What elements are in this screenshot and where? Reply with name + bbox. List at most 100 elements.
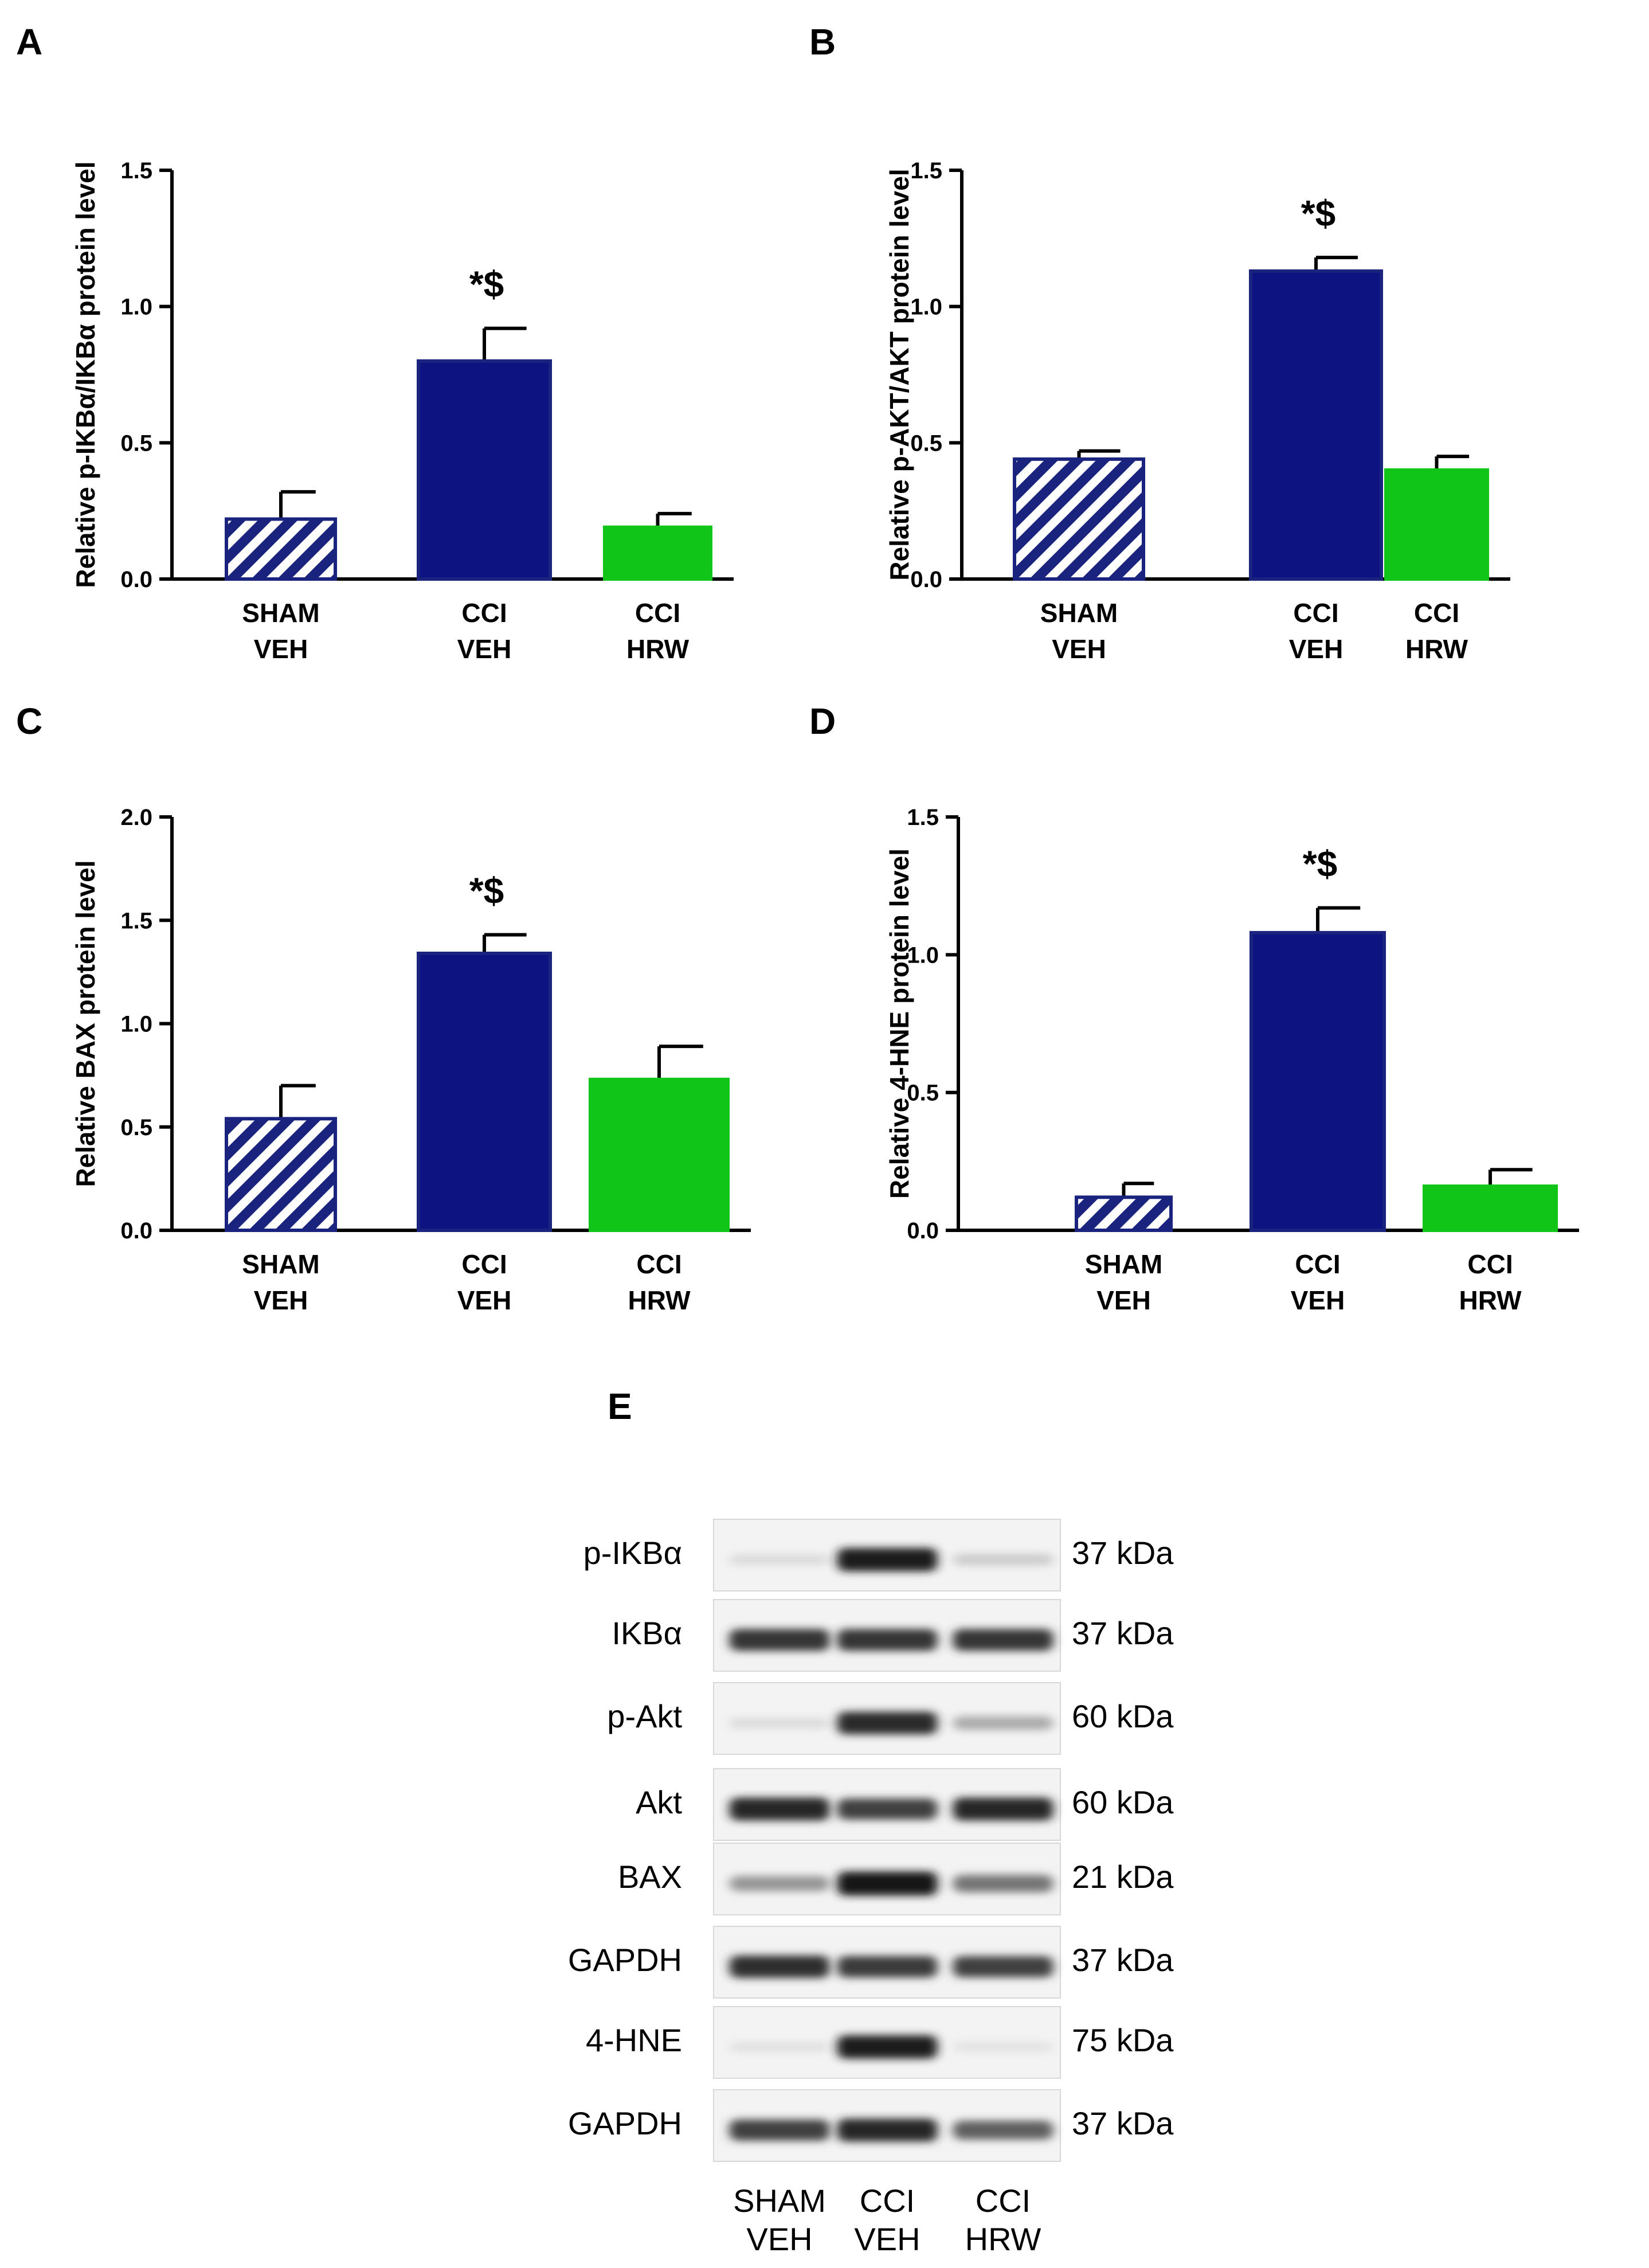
blot-band (837, 1871, 938, 1896)
y-tick-label: 0.0 (120, 1218, 152, 1244)
bar-sham-veh (1013, 457, 1145, 581)
blot-band (729, 2120, 830, 2141)
blot-band (953, 1875, 1053, 1892)
blot-band (837, 2035, 938, 2059)
blot-band (953, 1629, 1053, 1651)
y-tick-label: 0.0 (910, 567, 942, 592)
y-tick-label: 0.0 (120, 567, 152, 592)
bar-cci-hrw (603, 525, 712, 581)
y-tick-label: 0.5 (120, 431, 152, 456)
bar-sham-veh (1075, 1195, 1173, 1233)
y-axis-label: Relative 4-HNE protein level (884, 848, 914, 1199)
category-label: VEH (254, 634, 308, 664)
blot-row-gapdh: GAPDH 37 kDa (568, 1926, 1174, 1999)
y-axis-label: Relative p-IKBα/IKBα protein level (70, 161, 100, 588)
category-label: CCI (1295, 1249, 1340, 1279)
category-label: HRW (1459, 1285, 1522, 1315)
category-label: CCI (636, 1249, 681, 1279)
panel-letter: E (608, 1386, 632, 1427)
blot-band (729, 1554, 830, 1565)
blot-lane-label: VEH (854, 2221, 920, 2257)
blot-protein-label: IKBα (612, 1615, 682, 1651)
blot-band (837, 1711, 938, 1735)
blot-kda-label: 37 kDa (1072, 1615, 1174, 1651)
y-tick-label: 1.0 (120, 1012, 152, 1037)
blot-kda-label: 37 kDa (1072, 1942, 1174, 1978)
blot-protein-label: Akt (636, 1784, 682, 1820)
significance-marker: *$ (1301, 193, 1336, 234)
blot-protein-label: p-Akt (607, 1698, 682, 1734)
category-label: CCI (1414, 598, 1459, 628)
y-tick-label: 1.0 (910, 295, 942, 320)
category-label: HRW (628, 1285, 691, 1315)
category-label: VEH (254, 1285, 308, 1315)
panel-letter: D (809, 701, 836, 742)
blot-kda-label: 21 kDa (1072, 1859, 1174, 1895)
category-label: SHAM (242, 598, 319, 628)
blot-lane-label: SHAM (733, 2183, 826, 2219)
bar-cci-veh (1249, 269, 1383, 581)
category-label: SHAM (1085, 1249, 1162, 1279)
chart-panel-d: D 0.0 0.5 1.0 1.5 Relative 4-HNE protein leve… (809, 701, 1579, 1315)
blot-band (729, 1876, 830, 1891)
panel-letter: A (16, 21, 42, 62)
category-label: CCI (635, 598, 680, 628)
blot-band (837, 1548, 938, 1571)
category-label: SHAM (1040, 598, 1118, 628)
blot-band (837, 1629, 938, 1651)
blot-lane-label: CCI (976, 2183, 1031, 2219)
y-tick-label: 0.5 (910, 431, 942, 456)
significance-marker: *$ (469, 870, 504, 911)
blot-band (729, 2042, 830, 2052)
bar-cci-veh (417, 951, 552, 1233)
blot-band (953, 1554, 1053, 1566)
panel-letter: C (16, 701, 42, 742)
blot-kda-label: 37 kDa (1072, 2105, 1174, 2141)
category-label: VEH (1289, 634, 1344, 664)
y-axis-label: Relative BAX protein level (70, 860, 100, 1187)
blot-row-akt: Akt 60 kDa (636, 1768, 1174, 1841)
bar-cci-veh (417, 359, 552, 581)
blot-row-ikbα: IKBα 37 kDa (612, 1599, 1174, 1672)
blot-band (729, 1797, 830, 1821)
significance-marker: *$ (469, 264, 504, 305)
y-tick-label: 0.5 (120, 1115, 152, 1140)
blot-row-4-hne: 4-HNE 75 kDa (586, 2006, 1174, 2079)
y-tick-label: 1.5 (910, 158, 942, 183)
blot-row-gapdh: GAPDH 37 kDa (568, 2089, 1174, 2162)
blot-protein-label: p-IKBα (583, 1535, 682, 1571)
category-label: VEH (457, 1285, 512, 1315)
category-label: CCI (461, 598, 507, 628)
blot-band (953, 1716, 1053, 1730)
y-tick-label: 1.5 (907, 805, 939, 830)
blot-kda-label: 37 kDa (1072, 1535, 1174, 1571)
category-label: CCI (1293, 598, 1338, 628)
blot-band (837, 1798, 938, 1820)
y-tick-label: 1.5 (120, 908, 152, 933)
bar-cci-veh (1250, 930, 1386, 1232)
bar-cci-hrw (589, 1077, 730, 1232)
category-label: CCI (1467, 1249, 1513, 1279)
blot-band (837, 2118, 938, 2142)
panel-letter: B (809, 21, 836, 62)
blot-band (729, 1718, 830, 1729)
category-label: HRW (1405, 634, 1468, 664)
category-label: SHAM (242, 1249, 319, 1279)
blot-lane-label: VEH (746, 2221, 812, 2257)
blot-band (729, 1956, 830, 1978)
western-blot-panel: Ep-IKBα 37 kDa IKBα 37 kDa p-Akt 60 kDa Akt 60 … (568, 1386, 1174, 2257)
blot-protein-label: BAX (618, 1859, 682, 1895)
category-label: VEH (457, 634, 512, 664)
blot-protein-label: GAPDH (568, 2105, 682, 2141)
bar-cci-hrw (1384, 468, 1489, 581)
y-tick-label: 1.0 (120, 295, 152, 320)
blot-lane-label: CCI (860, 2183, 915, 2219)
blot-band (837, 1956, 938, 1978)
significance-marker: *$ (1303, 843, 1338, 885)
category-label: VEH (1052, 634, 1106, 664)
bar-sham-veh (225, 517, 337, 581)
blot-protein-label: 4-HNE (586, 2022, 682, 2058)
blot-row-p-akt: p-Akt 60 kDa (607, 1682, 1174, 1755)
